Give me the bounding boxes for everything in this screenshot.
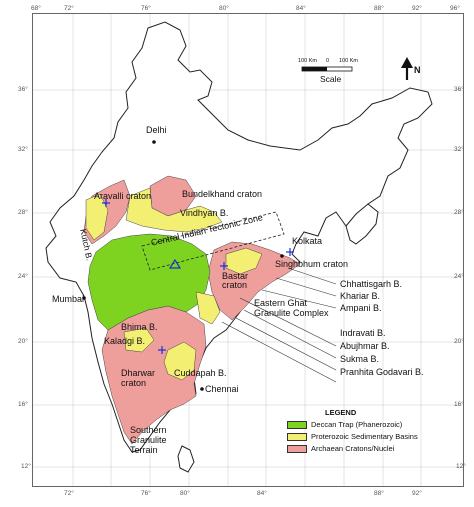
lat-label-24: 24°	[18, 273, 28, 280]
indravati-basin-label: Indravati B.	[340, 328, 386, 338]
lon-label-80: 80°	[219, 5, 229, 12]
delhi-label: Delhi	[146, 125, 167, 135]
legend-swatch-proterozoic	[287, 432, 307, 441]
legend-label-deccan: Deccan Trap (Phanerozoic)	[311, 420, 403, 429]
scale-tick-zero: 0	[326, 58, 330, 64]
reference-triangle-marker	[168, 258, 182, 269]
lon-label-bottom-80: 80°	[180, 490, 190, 497]
lon-label-72: 72°	[64, 5, 74, 12]
eastern-ghat-label: Eastern Ghat Granulite Complex	[254, 298, 329, 318]
scale-label: Scale	[320, 74, 342, 84]
lat-label-right-20: 20°	[454, 338, 464, 345]
legend-swatch-archaean	[287, 444, 307, 453]
lon-label-68: 68°	[31, 5, 41, 12]
kutch-basin-area	[85, 193, 109, 241]
map-frame	[32, 13, 464, 487]
scale-tick-left: 100 Km	[298, 58, 317, 64]
dharwar-craton-label: Dharwar craton	[121, 368, 156, 388]
kaladgi-basin-label: Kaladgi B.	[104, 336, 146, 346]
lat-label-right-12: 12°	[456, 463, 466, 470]
lat-label-16: 16°	[18, 401, 28, 408]
lat-label-36: 36°	[18, 86, 28, 93]
legend-item-proterozoic: Proterozoic Sedimentary Basins	[287, 431, 418, 442]
pranhita-godavari-basin-label: Pranhita Godavari B.	[340, 367, 424, 377]
lat-label-28: 28°	[18, 209, 28, 216]
lon-label-76: 76°	[141, 5, 151, 12]
deccan-trap-area	[87, 233, 211, 331]
legend-item-deccan: Deccan Trap (Phanerozoic)	[287, 419, 402, 430]
lat-label-right-36: 36°	[454, 86, 464, 93]
lon-label-96: 96°	[450, 5, 460, 12]
mumbai-label: Mumbai	[52, 294, 85, 304]
vindhyan-basin-area	[125, 187, 223, 233]
bhima-kaladgi-basin-area	[123, 327, 155, 353]
lat-label-right-28: 28°	[454, 209, 464, 216]
sukma-basin-label: Sukma B.	[340, 354, 380, 364]
lat-label-32: 32°	[18, 146, 28, 153]
cuddapah-basin-label: Cuddapah B.	[174, 368, 227, 378]
north-label: N	[414, 65, 421, 75]
legend-label-archaean: Archaean Cratons/Nuclei	[311, 444, 395, 453]
singhbhum-craton-label: Singhbhum craton	[275, 259, 349, 269]
northeast-region	[345, 203, 379, 245]
ampani-basin-label: Ampani B.	[340, 303, 382, 313]
pranhita-basin-area	[195, 291, 221, 325]
aravalli-craton-label: Aravalli craton	[94, 191, 152, 201]
kolkata-label: Kolkata	[292, 236, 323, 246]
chhattisgarh-basin-area	[225, 247, 263, 275]
chennai-label: Chennai	[205, 384, 239, 394]
sri-lanka	[177, 445, 195, 473]
city-markers	[82, 140, 284, 391]
lat-label-20: 20°	[18, 338, 28, 345]
abujhmar-basin-label: Abujhmar B.	[340, 341, 390, 351]
leader-lines	[221, 267, 337, 383]
lon-label-84: 84°	[296, 5, 306, 12]
citz-zone-box	[141, 211, 285, 271]
chhattisgarh-basin-label: Chhattisgarh B.	[340, 279, 403, 289]
lat-label-right-24: 24°	[454, 273, 464, 280]
scale-bar	[301, 66, 353, 72]
lon-label-88: 88°	[374, 5, 384, 12]
scale-tick-right: 100 Km	[339, 58, 358, 64]
khariar-basin-label: Khariar B.	[340, 291, 381, 301]
north-arrow-icon	[401, 57, 413, 80]
vindhyan-basin-label: Vindhyan B.	[180, 208, 229, 218]
lat-label-12: 12°	[21, 463, 31, 470]
southern-granulite-label: Southern Granulite Terrain	[130, 425, 167, 455]
craton-markers	[102, 199, 294, 354]
bundelkhand-craton-label: Bundelkhand craton	[182, 189, 263, 199]
bhima-basin-label: Bhima B.	[121, 322, 158, 332]
lon-label-bottom-84: 84°	[257, 490, 267, 497]
lon-label-92: 92°	[412, 5, 422, 12]
lat-label-right-32: 32°	[454, 146, 464, 153]
lon-label-bottom-76: 76°	[141, 490, 151, 497]
lat-label-right-16: 16°	[454, 401, 464, 408]
lon-label-bottom-88: 88°	[374, 490, 384, 497]
legend-swatch-deccan	[287, 420, 307, 429]
lon-label-bottom-72: 72°	[64, 490, 74, 497]
bastar-craton-label: Bastar craton	[222, 271, 249, 290]
lon-label-bottom-92: 92°	[412, 490, 422, 497]
legend-title: LEGEND	[325, 408, 357, 417]
legend-item-archaean: Archaean Cratons/Nuclei	[287, 443, 394, 454]
legend-label-proterozoic: Proterozoic Sedimentary Basins	[311, 432, 418, 441]
cuddapah-basin-area	[163, 341, 197, 381]
